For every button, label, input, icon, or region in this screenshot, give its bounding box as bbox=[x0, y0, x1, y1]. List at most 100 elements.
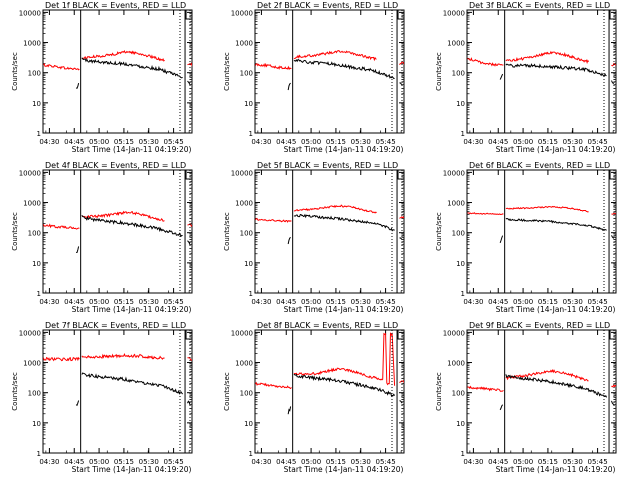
lld-rate-line bbox=[505, 205, 589, 213]
plot-frame bbox=[466, 9, 617, 134]
panel-title: Det 5f BLACK = Events, RED = LLD bbox=[257, 161, 398, 170]
y-tick-label: 1 bbox=[37, 450, 41, 458]
x-tick-label: 05:30 bbox=[139, 458, 159, 466]
y-tick-label: 1 bbox=[249, 450, 253, 458]
y-tick-label: 100 bbox=[240, 390, 253, 398]
y-tick-label: 1000 bbox=[447, 200, 465, 208]
x-tick-label: 05:15 bbox=[326, 458, 346, 466]
lld-rate-line bbox=[293, 204, 377, 214]
lld-rate-line bbox=[43, 63, 80, 71]
plot-frame bbox=[254, 169, 405, 294]
x-tick-label: 05:45 bbox=[163, 298, 183, 306]
x-tick-label: 05:00 bbox=[513, 298, 533, 306]
y-tick-label: 100 bbox=[28, 230, 41, 238]
plot-frame bbox=[42, 329, 193, 454]
y-axis-label: Counts/sec bbox=[435, 212, 443, 251]
events-rate-line bbox=[499, 235, 504, 244]
events-rate-line bbox=[611, 400, 615, 406]
x-tick-label: 04:30 bbox=[251, 298, 271, 306]
events-rate-line bbox=[81, 57, 183, 79]
lld-rate-line bbox=[43, 356, 80, 362]
y-tick-label: 1000 bbox=[23, 360, 41, 368]
x-tick-label: 04:30 bbox=[39, 458, 59, 466]
events-rate-line bbox=[187, 80, 191, 85]
x-tick-label: 05:30 bbox=[139, 138, 159, 146]
events-rate-line bbox=[287, 236, 291, 245]
events-rate-line bbox=[75, 400, 80, 407]
x-axis-label: Start Time (14-Jan-11 04:19:20) bbox=[284, 305, 404, 314]
panel-title: Det 7f BLACK = Events, RED = LLD bbox=[45, 321, 186, 330]
marker-step bbox=[609, 330, 616, 340]
marker-step bbox=[185, 170, 192, 180]
events-rate-line bbox=[187, 400, 191, 405]
marker-step bbox=[185, 330, 192, 340]
x-tick-label: 04:45 bbox=[276, 458, 296, 466]
x-tick-label: 05:15 bbox=[326, 298, 346, 306]
x-tick-label: 04:45 bbox=[276, 138, 296, 146]
y-tick-label: 100 bbox=[240, 230, 253, 238]
lld-rate-line bbox=[81, 353, 165, 360]
y-tick-label: 1000 bbox=[235, 40, 253, 48]
y-tick-label: 1000 bbox=[235, 360, 253, 368]
y-axis-label: Counts/sec bbox=[223, 372, 231, 411]
x-tick-label: 05:30 bbox=[563, 298, 583, 306]
x-tick-label: 05:15 bbox=[538, 298, 558, 306]
y-tick-label: 1000 bbox=[23, 200, 41, 208]
events-rate-line bbox=[505, 374, 608, 398]
events-rate-line bbox=[399, 237, 403, 240]
y-tick-label: 1 bbox=[461, 450, 465, 458]
lld-rate-line bbox=[293, 332, 396, 386]
y-tick-label: 10 bbox=[32, 100, 41, 108]
events-rate-line bbox=[293, 373, 396, 397]
y-tick-label: 10 bbox=[456, 420, 465, 428]
y-tick-label: 1000 bbox=[23, 40, 41, 48]
x-tick-label: 04:45 bbox=[488, 298, 508, 306]
x-tick-label: 05:30 bbox=[351, 458, 371, 466]
events-rate-line bbox=[505, 63, 607, 77]
y-tick-label: 100 bbox=[28, 70, 41, 78]
x-tick-label: 05:00 bbox=[89, 138, 109, 146]
x-tick-label: 04:30 bbox=[463, 298, 483, 306]
x-tick-label: 04:45 bbox=[276, 298, 296, 306]
y-tick-label: 100 bbox=[240, 70, 253, 78]
events-rate-line bbox=[499, 404, 504, 411]
detector-panel-2: Det 2f BLACK = Events, RED = LLD 1 10 100 10… bbox=[223, 1, 405, 154]
y-axis-label: Counts/sec bbox=[11, 52, 19, 91]
plot-frame bbox=[254, 9, 405, 134]
lld-rate-line bbox=[505, 369, 589, 382]
x-tick-label: 05:30 bbox=[351, 298, 371, 306]
y-tick-label: 1 bbox=[37, 290, 41, 298]
x-tick-label: 04:45 bbox=[488, 138, 508, 146]
y-tick-label: 1000 bbox=[447, 40, 465, 48]
x-tick-label: 05:15 bbox=[114, 138, 134, 146]
x-tick-label: 05:15 bbox=[538, 458, 558, 466]
events-rate-line bbox=[187, 240, 191, 245]
events-rate-line bbox=[399, 82, 403, 86]
y-tick-label: 10000 bbox=[443, 9, 465, 17]
plot-frame bbox=[42, 169, 193, 294]
y-tick-label: 1 bbox=[461, 290, 465, 298]
y-tick-label: 10 bbox=[456, 100, 465, 108]
y-tick-label: 100 bbox=[452, 230, 465, 238]
x-tick-label: 05:30 bbox=[139, 298, 159, 306]
events-rate-line bbox=[287, 82, 291, 91]
x-tick-label: 04:30 bbox=[251, 458, 271, 466]
events-rate-line bbox=[75, 83, 80, 90]
lld-rate-line bbox=[43, 223, 80, 230]
y-axis-label: Counts/sec bbox=[435, 52, 443, 91]
x-axis-label: Start Time (14-Jan-11 04:19:20) bbox=[496, 465, 616, 474]
detector-panel-8: Det 8f BLACK = Events, RED = LLD 1 10 100 10… bbox=[223, 321, 405, 474]
y-tick-label: 10000 bbox=[443, 329, 465, 337]
x-axis-label: Start Time (14-Jan-11 04:19:20) bbox=[284, 145, 404, 154]
y-tick-label: 10000 bbox=[231, 329, 253, 337]
x-tick-label: 05:30 bbox=[563, 138, 583, 146]
y-tick-label: 10000 bbox=[231, 9, 253, 17]
marker-step bbox=[185, 10, 192, 20]
plot-frame bbox=[42, 9, 193, 134]
events-rate-line bbox=[505, 218, 607, 231]
x-tick-label: 05:45 bbox=[163, 458, 183, 466]
events-rate-line bbox=[611, 235, 615, 239]
panel-title: Det 8f BLACK = Events, RED = LLD bbox=[257, 321, 398, 330]
x-tick-label: 04:45 bbox=[64, 138, 84, 146]
